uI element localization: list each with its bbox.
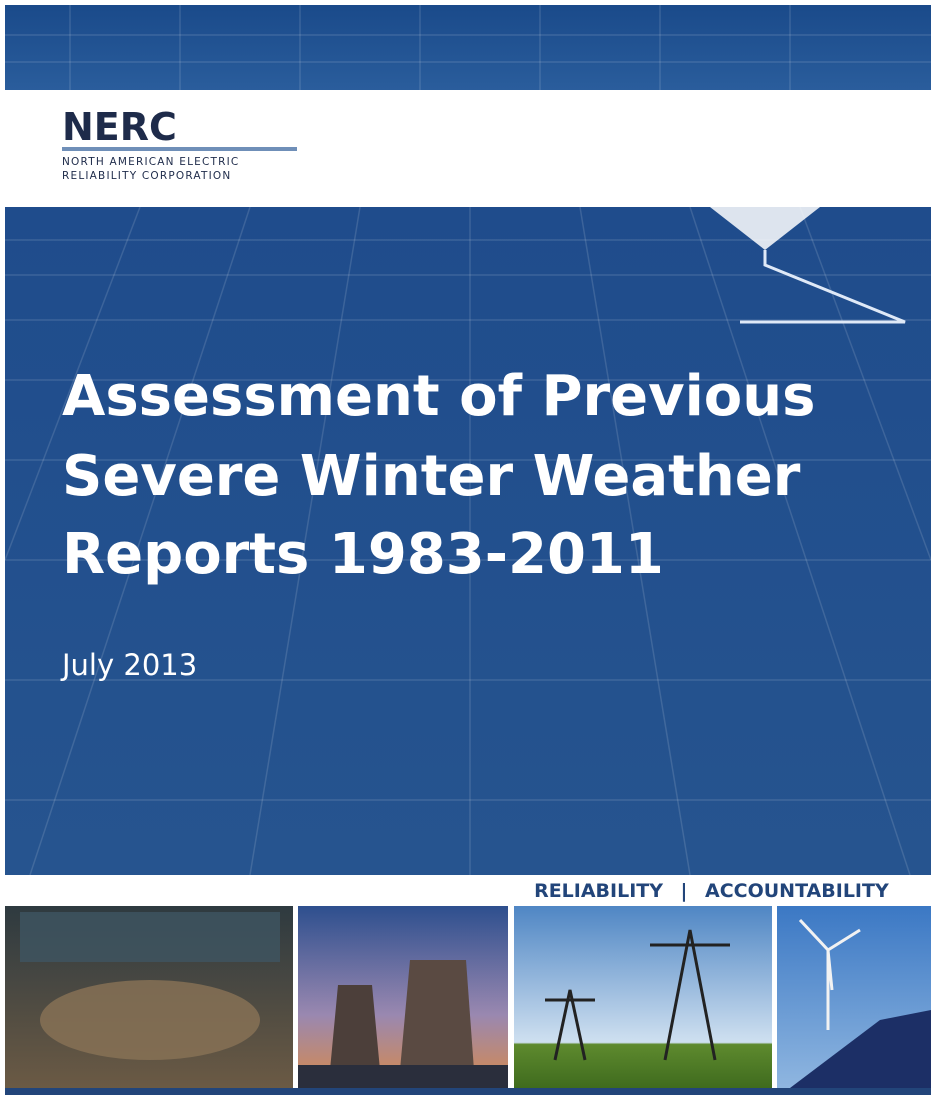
logo-name: NERC (62, 105, 177, 149)
bottom-rule (5, 1088, 931, 1095)
title-line: Severe Winter Weather (62, 444, 801, 509)
page: {"logo": {"name": "NERC", "subtitle_line… (0, 0, 931, 1095)
date: July 2013 (60, 648, 197, 682)
photo-strip (5, 906, 931, 1095)
title-line: Assessment of Previous (62, 364, 815, 429)
logo-rule (62, 147, 297, 151)
title-line: Reports 1983-2011 (62, 522, 664, 587)
logo-subtitle: RELIABILITY CORPORATION (62, 170, 231, 182)
tagline-item: ACCOUNTABILITY (705, 880, 889, 902)
cover: NERC NORTH AMERICAN ELECTRIC RELIABILITY… (0, 0, 931, 1095)
photo-transmission (514, 906, 772, 1088)
tagline-item: RELIABILITY (534, 880, 663, 902)
logo-subtitle: NORTH AMERICAN ELECTRIC (62, 156, 239, 168)
top-band (5, 5, 931, 90)
tagline-separator: | (681, 880, 688, 902)
